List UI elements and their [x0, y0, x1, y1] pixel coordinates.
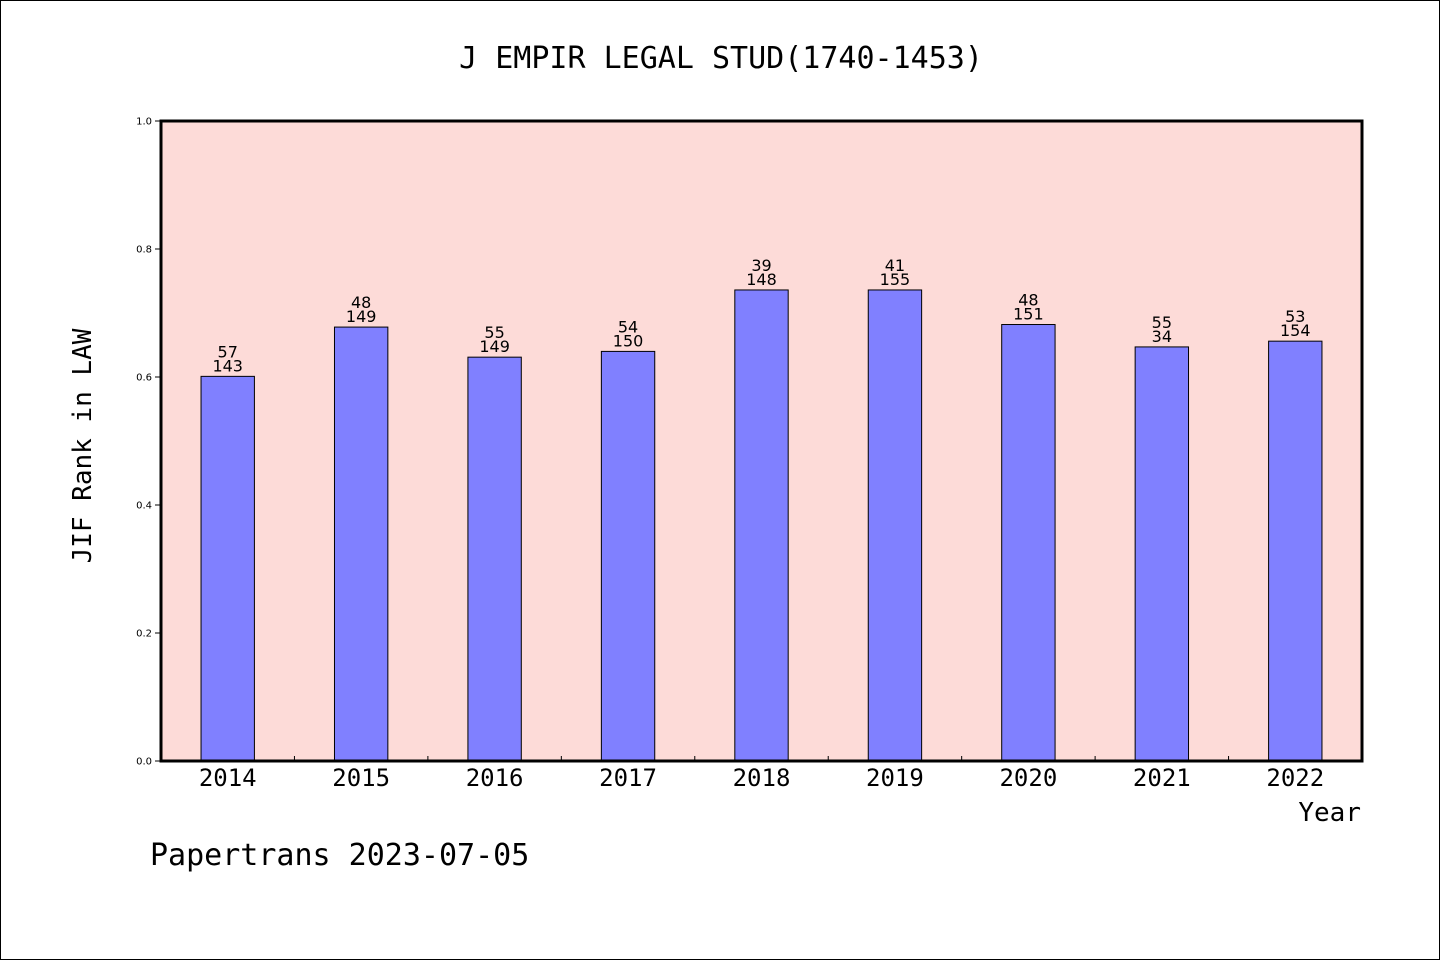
x-tick-label-2021: 2021: [1133, 764, 1191, 792]
y-tick-label-1.0: 1.0: [136, 117, 152, 128]
bar-rank-label-2021: 55: [1152, 313, 1172, 332]
bar-rank-label-2014: 57: [218, 342, 238, 361]
bar-2020: [1001, 324, 1056, 762]
bar-rank-label-2020: 48: [1018, 291, 1038, 310]
bar-total-label-2022: 154: [1280, 321, 1311, 340]
footer-text: Papertrans 2023-07-05: [150, 838, 529, 873]
bar-total-label-2017: 150: [613, 331, 644, 350]
plot-border: [159, 119, 1364, 763]
y-tick-label-0.6: 0.6: [136, 373, 152, 384]
y-tick-label-0.2: 0.2: [136, 629, 152, 640]
y-axis: 0.0 0.2 0.4 0.6 0.8 1.0: [136, 117, 161, 768]
bar-2018: [734, 289, 789, 762]
x-tick-label-2020: 2020: [999, 764, 1057, 792]
bar-rank-label-2019: 41: [885, 256, 905, 275]
y-tick-label-0.0: 0.0: [136, 757, 152, 768]
bar-rank-label-2018: 39: [751, 256, 771, 275]
bars-group: [200, 289, 1323, 762]
bar-total-label-2021: 34: [1152, 327, 1172, 346]
chart-title: J EMPIR LEGAL STUD(1740-1453): [459, 41, 983, 76]
bar-rank-label-2015: 48: [351, 293, 371, 312]
bar-rank-label-2016: 55: [484, 323, 504, 342]
x-axis-label: Year: [1298, 798, 1361, 828]
bar-2022: [1268, 340, 1323, 762]
x-tick-label-2019: 2019: [866, 764, 924, 792]
bar-total-label-2018: 148: [746, 270, 777, 289]
bar-rank-label-2022: 53: [1285, 307, 1305, 326]
bar-rank-label-2017: 54: [618, 317, 638, 336]
y-axis-label: JIF Rank in LAW: [68, 328, 98, 563]
x-tick-label-2022: 2022: [1266, 764, 1324, 792]
y-tick-label-0.4: 0.4: [136, 501, 152, 512]
x-tick-label-2015: 2015: [332, 764, 390, 792]
bar-2017: [600, 350, 656, 762]
x-tick-label-2017: 2017: [599, 764, 657, 792]
bar-total-label-2016: 149: [479, 337, 510, 356]
bar-total-label-2019: 155: [880, 270, 911, 289]
x-tick-label-2018: 2018: [733, 764, 791, 792]
bar-total-label-2020: 151: [1013, 305, 1044, 324]
x-tick-label-2014: 2014: [199, 764, 257, 792]
bar-total-label-2014: 143: [212, 356, 243, 375]
x-tick-label-2016: 2016: [466, 764, 524, 792]
bar-2015: [333, 326, 389, 762]
y-tick-label-0.8: 0.8: [136, 245, 152, 256]
x-axis: 2014 2015 2016 2017 2018 2019 2020 2021 2022: [199, 756, 1324, 792]
bar-2016: [467, 356, 522, 762]
bar-2021: [1134, 346, 1190, 762]
bar-total-label-2015: 149: [346, 307, 377, 326]
bar-2014: [200, 375, 255, 762]
bar-2019: [867, 289, 923, 762]
